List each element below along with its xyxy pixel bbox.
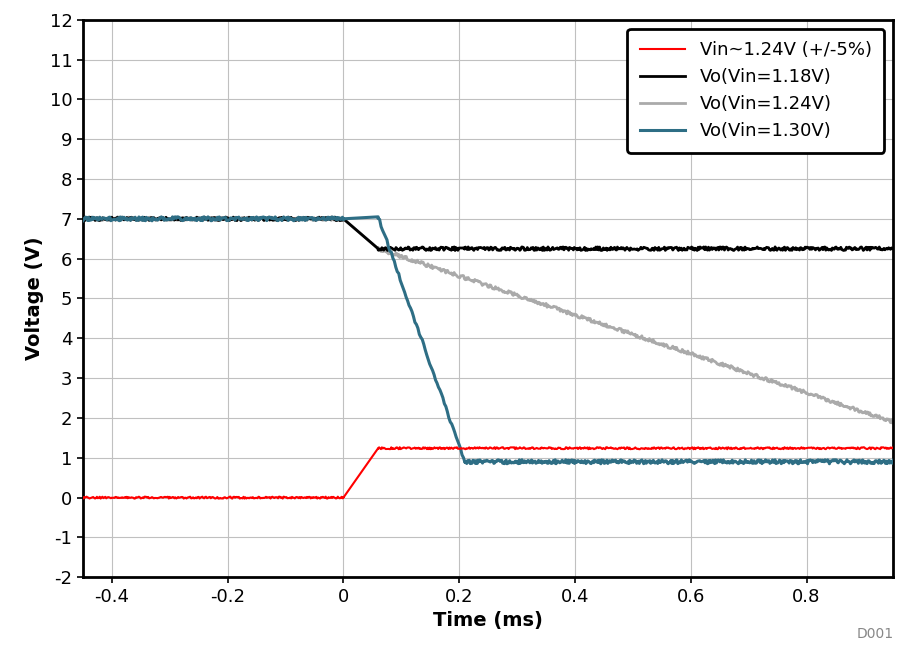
Y-axis label: Voltage (V): Voltage (V) — [25, 237, 44, 360]
Text: D001: D001 — [857, 627, 893, 642]
X-axis label: Time (ms): Time (ms) — [433, 611, 543, 630]
Legend: Vin~1.24V (+/-5%), Vo(Vin=1.18V), Vo(Vin=1.24V), Vo(Vin=1.30V): Vin~1.24V (+/-5%), Vo(Vin=1.18V), Vo(Vin… — [627, 29, 884, 153]
